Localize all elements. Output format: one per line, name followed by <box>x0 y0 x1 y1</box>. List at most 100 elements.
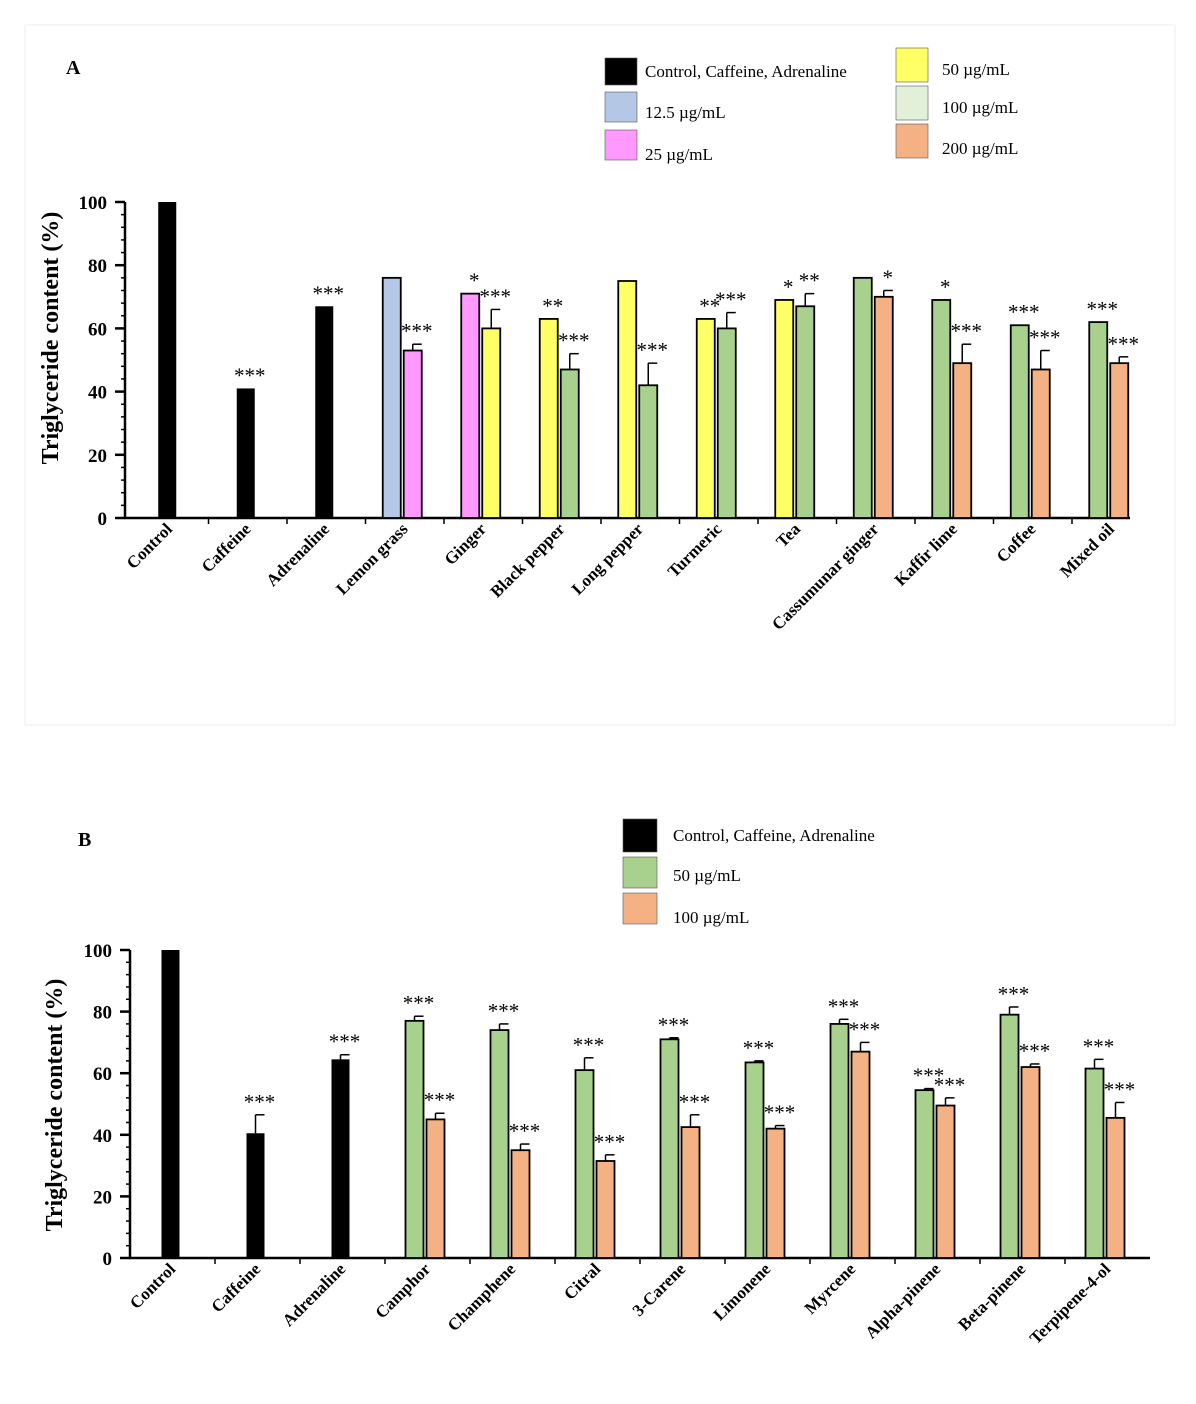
panel-a-x-tick-label-2: Adrenaline <box>262 519 333 590</box>
panel-a-bar-kaffir-lime-1 <box>952 362 973 519</box>
panel-a-legend-swatch-1 <box>604 91 638 123</box>
panel-b-label: B <box>78 829 91 851</box>
panel-a: A Control, Caffeine, Adrenaline 12.5 µg/m… <box>38 47 1140 634</box>
panel-a-axes: 0 20 40 60 80 100 <box>79 193 1130 530</box>
panel-b-bar-alpha-pinene-1 <box>935 1104 956 1259</box>
panel-b-x-tick-label-10: Beta-pinene <box>954 1259 1029 1334</box>
panel-a-y-tick-label-80: 80 <box>88 256 107 277</box>
panel-b-y-tick-label-60: 60 <box>93 1064 112 1085</box>
panel-a-significance-label: *** <box>1108 332 1140 356</box>
panel-a-bar-tea-1 <box>795 305 816 519</box>
panel-a-bar-black-pepper-1 <box>559 368 580 519</box>
panel-b-x-tick-label-2: Adrenaline <box>279 1259 350 1330</box>
panel-b-y-tick-label-80: 80 <box>93 1003 112 1024</box>
panel-a-x-tick-label-5: Black pepper <box>487 519 569 601</box>
panel-b-bar-camphor-0 <box>404 1019 425 1259</box>
panel-a-legend-label-1: 12.5 µg/mL <box>645 103 726 122</box>
panel-b-significance-label: *** <box>849 1017 881 1041</box>
panel-a-bar-ginger-1 <box>481 327 502 519</box>
panel-b-significance-label: *** <box>679 1090 711 1114</box>
panel-b-bar-citral-1 <box>595 1160 616 1259</box>
panel-b-bar-limonene-1 <box>765 1127 786 1259</box>
panel-b-significance-label: *** <box>658 1013 690 1037</box>
panel-a-significance-label: * <box>940 275 951 299</box>
panel-a-bar-mixed-oil-1 <box>1109 362 1130 519</box>
panel-b-x-tick-label-0: Control <box>126 1259 179 1312</box>
panel-b: B Control, Caffeine, Adrenaline 50 µg/mL 1… <box>42 818 1150 1348</box>
panel-a-x-tick-label-4: Ginger <box>441 519 491 569</box>
panel-a-significance-label: *** <box>480 284 512 308</box>
panel-b-bar-camphor-1 <box>425 1118 446 1259</box>
panel-a-bar-caffeine-0 <box>236 388 255 518</box>
panel-b-significance-label: *** <box>424 1088 456 1112</box>
panel-a-significance-label: * <box>783 275 794 299</box>
panel-a-x-tick-label-6: Long pepper <box>568 519 648 599</box>
panel-a-bar-lemon-grass-0 <box>381 276 402 519</box>
panel-a-bar-adrenaline-0 <box>315 306 334 518</box>
panel-b-bar-control-0 <box>161 950 180 1258</box>
panel-a-x-tick-label-8: Tea <box>772 519 804 551</box>
panel-b-significance-label: *** <box>764 1101 796 1125</box>
panel-a-significance-label: ** <box>699 294 720 318</box>
panel-a-bar-coffee-0 <box>1009 324 1030 519</box>
panel-b-significance-label: *** <box>594 1130 626 1154</box>
panel-a-bar-turmeric-1 <box>716 327 737 519</box>
panel-b-significance-label: *** <box>329 1030 361 1054</box>
panel-a-bar-long-pepper-1 <box>638 384 659 519</box>
panel-b-significance-label: *** <box>743 1036 775 1060</box>
panel-b-significance-label: *** <box>244 1090 276 1114</box>
panel-a-bar-mixed-oil-0 <box>1088 321 1109 519</box>
panel-b-bar-limonene-0 <box>744 1061 765 1259</box>
panel-b-bar-myrcene-0 <box>829 1023 850 1259</box>
panel-b-significance-label: *** <box>403 991 435 1015</box>
panel-a-x-tick-label-10: Kaffir lime <box>891 519 962 590</box>
panel-b-bar-alpha-pinene-0 <box>914 1089 935 1259</box>
panel-b-bar-champhene-1 <box>510 1149 531 1259</box>
panel-a-legend-label-3: 50 µg/mL <box>942 60 1010 79</box>
panel-b-legend-swatch-1 <box>622 856 658 889</box>
panel-b-bar-beta-pinene-0 <box>999 1013 1020 1259</box>
panel-a-legend-swatch-3 <box>895 47 929 83</box>
panel-b-bars: ****************************************… <box>161 950 1135 1259</box>
panel-a-bar-ginger-0 <box>460 292 481 519</box>
panel-b-legend-label-1: 50 µg/mL <box>673 866 741 885</box>
panel-a-x-tick-label-3: Lemon grass <box>332 519 411 598</box>
panel-b-bar-myrcene-1 <box>850 1050 871 1259</box>
panel-a-y-axis-label: Triglyceride content (%) <box>38 212 64 465</box>
panel-b-significance-label: *** <box>573 1033 605 1057</box>
panel-a-y-tick-label-100: 100 <box>79 193 108 214</box>
panel-b-legend-label-2: 100 µg/mL <box>673 908 749 927</box>
panel-b-x-tick-label-11: Terpipene-4-ol <box>1026 1259 1115 1348</box>
panel-a-bar-cassumunar-ginger-1 <box>873 295 894 519</box>
panel-b-y-tick-label-20: 20 <box>93 1187 112 1208</box>
panel-a-x-tick-label-1: Caffeine <box>198 519 255 576</box>
panel-b-y-tick-label-100: 100 <box>84 941 113 962</box>
panel-a-bar-cassumunar-ginger-0 <box>852 276 873 519</box>
panel-a-significance-label: *** <box>637 338 669 362</box>
panel-b-legend: Control, Caffeine, Adrenaline 50 µg/mL 100… <box>622 818 875 927</box>
panel-b-y-tick-label-40: 40 <box>93 1126 112 1147</box>
panel-a-bar-turmeric-0 <box>695 318 716 519</box>
panel-b-bar-terpipene-4-ol-1 <box>1105 1116 1126 1259</box>
panel-b-bar-citral-0 <box>574 1069 595 1259</box>
panel-a-legend-label-4: 100 µg/mL <box>942 98 1018 117</box>
panel-a-significance-label: *** <box>1008 300 1040 324</box>
panel-b-x-tick-labels: Control Caffeine Adrenaline Camphor Champhen… <box>126 1259 1114 1348</box>
panel-a-bar-coffee-1 <box>1030 368 1051 519</box>
panel-a-significance-label: * <box>883 265 894 289</box>
panel-a-significance-label: * <box>469 269 480 293</box>
panel-b-bar-3-carene-1 <box>680 1126 701 1259</box>
panel-a-significance-label: *** <box>1029 326 1061 350</box>
panel-a-y-tick-label-40: 40 <box>88 383 107 404</box>
panel-b-legend-swatch-2 <box>622 892 658 925</box>
panel-b-legend-label-0: Control, Caffeine, Adrenaline <box>673 826 875 845</box>
panel-a-x-tick-label-11: Coffee <box>993 519 1040 566</box>
panel-a-bar-kaffir-lime-0 <box>931 299 952 519</box>
panel-a-significance-label: ** <box>542 294 563 318</box>
panel-a-x-tick-labels: Control Caffeine Adrenaline Lemon grass Ging… <box>123 519 1118 634</box>
panel-b-significance-label: *** <box>934 1073 966 1097</box>
panel-a-legend-swatch-2 <box>604 129 638 161</box>
panel-b-x-tick-label-6: 3-Carene <box>629 1259 690 1320</box>
panel-a-significance-label: ** <box>799 269 820 293</box>
